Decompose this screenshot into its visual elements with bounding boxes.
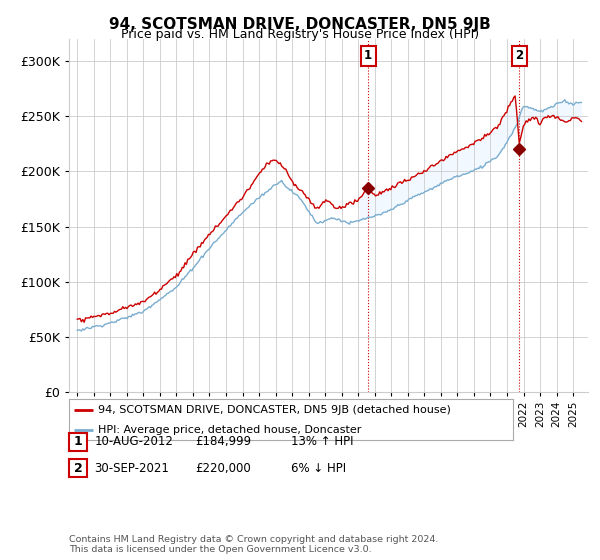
Text: Contains HM Land Registry data © Crown copyright and database right 2024.
This d: Contains HM Land Registry data © Crown c… [69, 535, 439, 554]
Text: 6% ↓ HPI: 6% ↓ HPI [291, 461, 346, 475]
Text: 10-AUG-2012: 10-AUG-2012 [94, 435, 173, 449]
Text: Price paid vs. HM Land Registry's House Price Index (HPI): Price paid vs. HM Land Registry's House … [121, 28, 479, 41]
Text: 2: 2 [74, 461, 82, 475]
Text: 13% ↑ HPI: 13% ↑ HPI [291, 435, 353, 449]
Text: 1: 1 [74, 435, 82, 449]
Text: HPI: Average price, detached house, Doncaster: HPI: Average price, detached house, Donc… [98, 426, 361, 435]
Text: 2: 2 [515, 49, 523, 62]
Text: 94, SCOTSMAN DRIVE, DONCASTER, DN5 9JB: 94, SCOTSMAN DRIVE, DONCASTER, DN5 9JB [109, 17, 491, 32]
Text: 30-SEP-2021: 30-SEP-2021 [94, 461, 169, 475]
Text: 1: 1 [364, 49, 372, 62]
Text: £220,000: £220,000 [195, 461, 251, 475]
Text: £184,999: £184,999 [195, 435, 251, 449]
Text: 94, SCOTSMAN DRIVE, DONCASTER, DN5 9JB (detached house): 94, SCOTSMAN DRIVE, DONCASTER, DN5 9JB (… [98, 405, 451, 415]
